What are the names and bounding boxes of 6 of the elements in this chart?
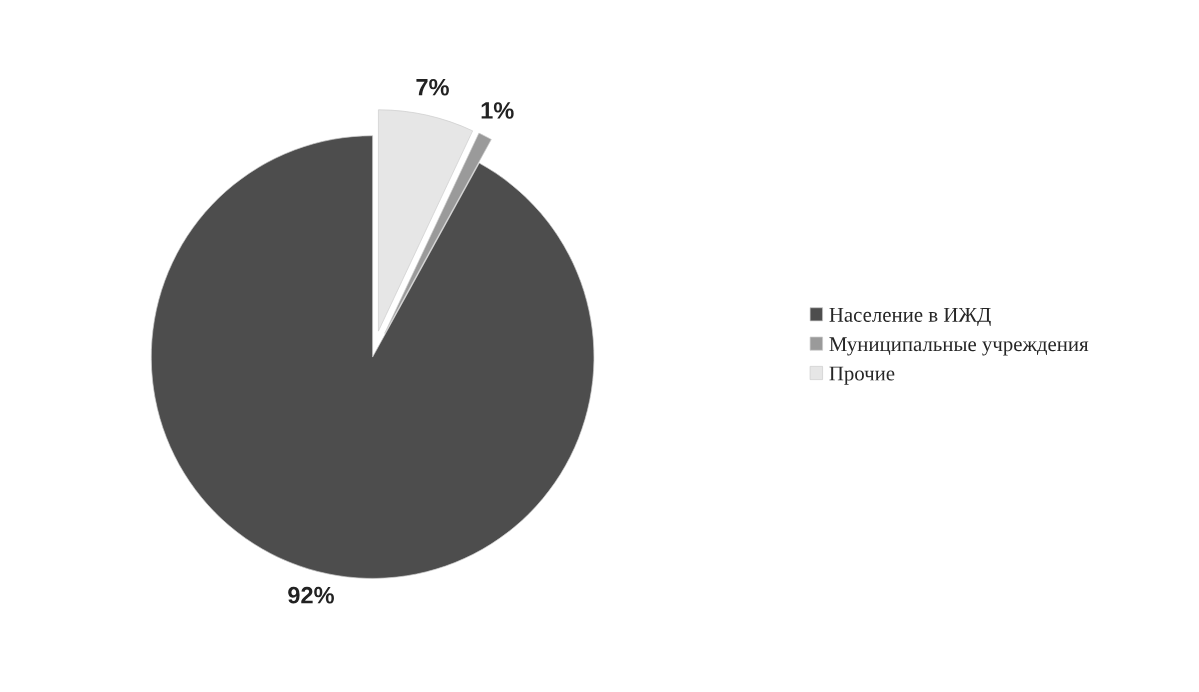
data-label: 1% xyxy=(481,102,514,119)
data-label: 92% xyxy=(288,586,334,604)
legend-label: Прочие xyxy=(829,366,895,385)
legend-label: Муниципальные учреждения xyxy=(829,337,1089,356)
legend-label: Население в ИЖД xyxy=(829,308,991,327)
data-label: 7% xyxy=(416,78,449,96)
